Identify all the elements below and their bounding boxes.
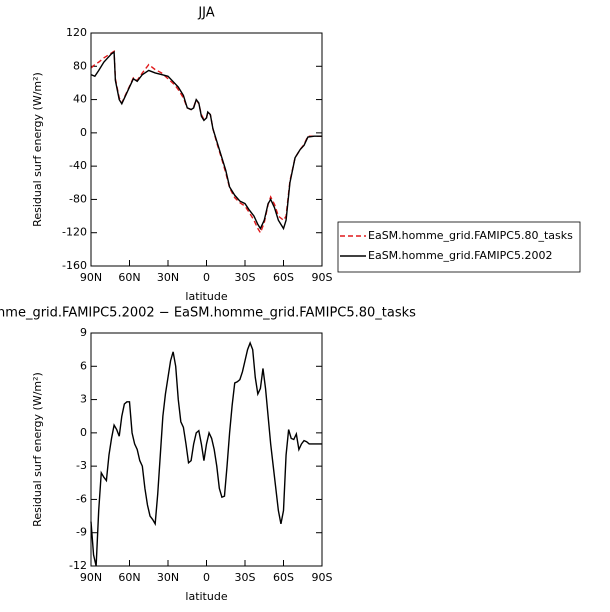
data-line [90, 50, 322, 235]
y-tick-label: -120 [62, 226, 87, 239]
x-tick-label: 30S [235, 571, 256, 584]
x-tick-label: 90S [312, 571, 333, 584]
y-tick-label: 6 [80, 359, 87, 372]
x-tick-label: 60S [273, 571, 294, 584]
x-tick-label: 60S [273, 271, 294, 284]
legend-label: EaSM.homme_grid.FAMIPC5.80_tasks [368, 229, 573, 242]
chart-title: JJA [197, 6, 214, 21]
x-axis-label: latitude [185, 290, 227, 303]
x-tick-label: 30N [157, 571, 179, 584]
x-tick-label: 60N [118, 571, 140, 584]
legend-label: EaSM.homme_grid.FAMIPC5.2002 [368, 249, 552, 262]
y-tick-label: -80 [69, 192, 87, 205]
x-axis-label: latitude [185, 590, 227, 603]
x-tick-label: 0 [203, 571, 210, 584]
y-tick-label: 0 [80, 426, 87, 439]
y-tick-label: -6 [76, 492, 87, 505]
x-tick-label: 60N [118, 271, 140, 284]
x-tick-label: 90N [80, 571, 102, 584]
plot-frame [90, 332, 323, 567]
plot-frame [90, 32, 323, 267]
data-line [90, 341, 322, 567]
x-tick-label: 0 [203, 271, 210, 284]
y-tick-label: -160 [62, 259, 87, 272]
x-tick-label: 90N [80, 271, 102, 284]
y-tick-label: 0 [80, 126, 87, 139]
y-tick-label: 9 [80, 326, 87, 339]
y-tick-label: -12 [69, 559, 87, 572]
y-tick-label: 80 [73, 59, 87, 72]
x-tick-label: 30N [157, 271, 179, 284]
y-tick-label: 3 [80, 393, 87, 406]
y-axis-label: Residual surf energy (W/m²) [31, 72, 44, 227]
x-tick-label: 90S [312, 271, 333, 284]
y-tick-label: 40 [73, 93, 87, 106]
y-tick-label: -9 [76, 526, 87, 539]
chart-title: nme_grid.FAMIPC5.2002 − EaSM.homme_grid.… [0, 306, 416, 321]
y-tick-label: -3 [76, 459, 87, 472]
legend-box [337, 221, 581, 273]
data-line [90, 50, 322, 231]
x-tick-label: 30S [235, 271, 256, 284]
y-axis-label: Residual surf energy (W/m²) [31, 372, 44, 527]
y-tick-label: -40 [69, 159, 87, 172]
y-tick-label: 120 [66, 26, 87, 39]
